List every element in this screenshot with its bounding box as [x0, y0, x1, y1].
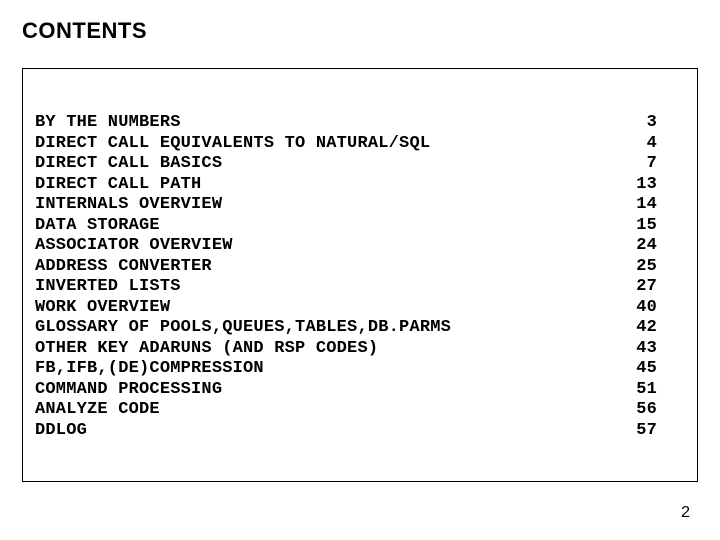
toc-entry-page: 43	[627, 339, 657, 360]
page-title: CONTENTS	[22, 18, 147, 44]
toc-row: BY THE NUMBERS 3	[35, 113, 657, 134]
toc-entry-title: INTERNALS OVERVIEW	[35, 195, 222, 216]
toc-row: INTERNALS OVERVIEW 14	[35, 195, 657, 216]
toc-container: BY THE NUMBERS3DIRECT CALL EQUIVALENTS T…	[22, 68, 698, 482]
toc-entry-title: DIRECT CALL BASICS	[35, 154, 222, 175]
toc-entry-title: DIRECT CALL PATH	[35, 175, 201, 196]
toc-row: DIRECT CALL EQUIVALENTS TO NATURAL/SQL 4	[35, 134, 657, 155]
toc-row: DIRECT CALL PATH 13	[35, 175, 657, 196]
toc-entry-title: INVERTED LISTS	[35, 277, 181, 298]
toc-row: WORK OVERVIEW 40	[35, 298, 657, 319]
toc-entry-title: DIRECT CALL EQUIVALENTS TO NATURAL/SQL	[35, 134, 430, 155]
toc-entry-page: 57	[627, 421, 657, 442]
toc-row: GLOSSARY OF POOLS,QUEUES,TABLES,DB.PARMS…	[35, 318, 657, 339]
toc-row: COMMAND PROCESSING 51	[35, 380, 657, 401]
toc-entry-title: DATA STORAGE	[35, 216, 160, 237]
toc-row: ANALYZE CODE 56	[35, 400, 657, 421]
toc-entry-page: 3	[627, 113, 657, 134]
toc-entry-page: 51	[627, 380, 657, 401]
toc-row: DATA STORAGE 15	[35, 216, 657, 237]
toc-row: DIRECT CALL BASICS 7	[35, 154, 657, 175]
toc-entry-title: COMMAND PROCESSING	[35, 380, 222, 401]
toc-row: INVERTED LISTS 27	[35, 277, 657, 298]
toc-entry-title: ANALYZE CODE	[35, 400, 160, 421]
toc-entry-page: 56	[627, 400, 657, 421]
toc-entry-title: BY THE NUMBERS	[35, 113, 181, 134]
toc-entry-title: WORK OVERVIEW	[35, 298, 170, 319]
toc-row: FB,IFB,(DE)COMPRESSION 45	[35, 359, 657, 380]
toc-entry-page: 14	[627, 195, 657, 216]
toc-entry-title: DDLOG	[35, 421, 87, 442]
toc-entry-title: ASSOCIATOR OVERVIEW	[35, 236, 233, 257]
toc-entry-page: 42	[627, 318, 657, 339]
toc-entry-title: ADDRESS CONVERTER	[35, 257, 212, 278]
toc-entry-page: 40	[627, 298, 657, 319]
toc-row: ADDRESS CONVERTER 25	[35, 257, 657, 278]
toc-entry-page: 27	[627, 277, 657, 298]
toc-row: OTHER KEY ADARUNS (AND RSP CODES) 43	[35, 339, 657, 360]
toc-entry-page: 15	[627, 216, 657, 237]
toc-entry-title: FB,IFB,(DE)COMPRESSION	[35, 359, 264, 380]
page-number: 2	[681, 504, 690, 522]
toc-entry-title: GLOSSARY OF POOLS,QUEUES,TABLES,DB.PARMS	[35, 318, 451, 339]
toc-entry-page: 45	[627, 359, 657, 380]
toc-entry-page: 13	[627, 175, 657, 196]
toc-entry-page: 25	[627, 257, 657, 278]
toc-row: ASSOCIATOR OVERVIEW 24	[35, 236, 657, 257]
toc-entry-page: 4	[627, 134, 657, 155]
toc-entry-page: 24	[627, 236, 657, 257]
toc-entry-page: 7	[627, 154, 657, 175]
toc-entry-title: OTHER KEY ADARUNS (AND RSP CODES)	[35, 339, 378, 360]
toc-row: DDLOG 57	[35, 421, 657, 442]
